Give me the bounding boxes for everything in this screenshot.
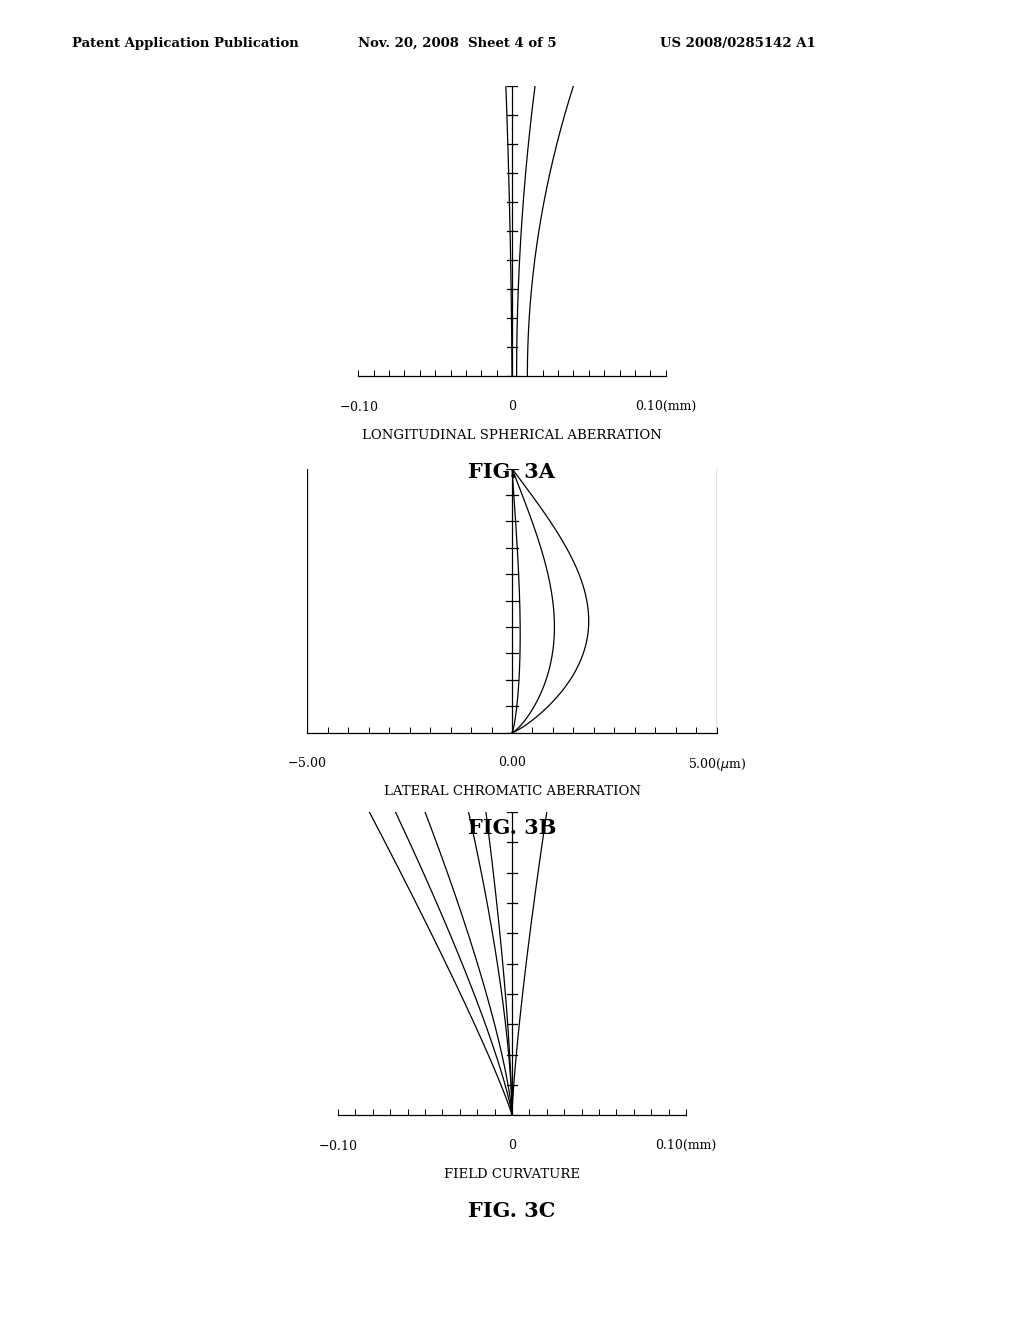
Text: US 2008/0285142 A1: US 2008/0285142 A1 (660, 37, 816, 50)
Text: $-$0.10: $-$0.10 (318, 1139, 357, 1154)
Text: $-$5.00: $-$5.00 (288, 756, 327, 771)
Text: Nov. 20, 2008  Sheet 4 of 5: Nov. 20, 2008 Sheet 4 of 5 (358, 37, 557, 50)
Text: 0.00: 0.00 (498, 756, 526, 770)
Text: FIELD CURVATURE: FIELD CURVATURE (444, 1168, 580, 1181)
Text: 5.00($\mu$m): 5.00($\mu$m) (687, 756, 746, 774)
Text: 0.10(mm): 0.10(mm) (635, 400, 696, 413)
Text: LONGITUDINAL SPHERICAL ABERRATION: LONGITUDINAL SPHERICAL ABERRATION (362, 429, 662, 442)
Text: Patent Application Publication: Patent Application Publication (72, 37, 298, 50)
Text: FIG. 3B: FIG. 3B (468, 818, 556, 838)
Text: $-$0.10: $-$0.10 (339, 400, 378, 414)
Text: FIG. 3C: FIG. 3C (468, 1201, 556, 1221)
Text: 0: 0 (508, 1139, 516, 1152)
Text: 0: 0 (508, 400, 516, 413)
Text: FIG. 3A: FIG. 3A (469, 462, 555, 482)
Text: 0.10(mm): 0.10(mm) (655, 1139, 717, 1152)
Text: LATERAL CHROMATIC ABERRATION: LATERAL CHROMATIC ABERRATION (384, 785, 640, 799)
